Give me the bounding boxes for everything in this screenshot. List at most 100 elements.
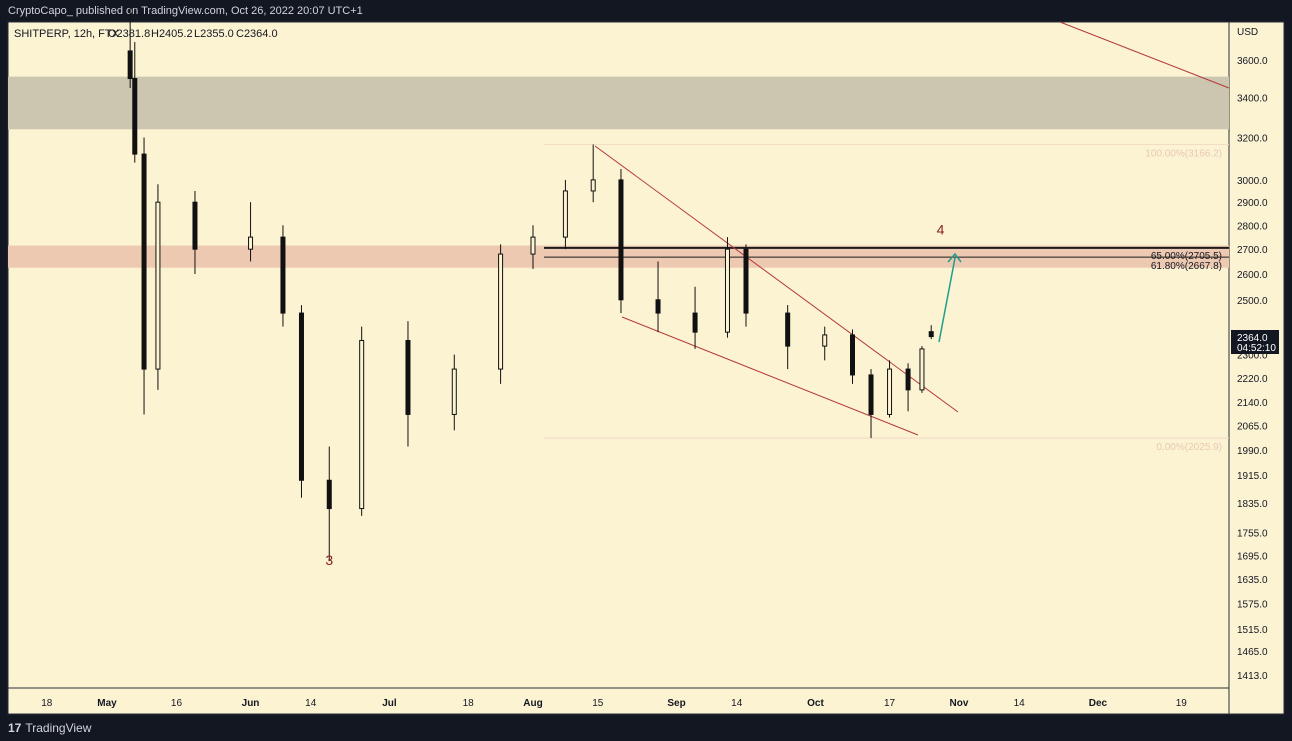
time-axis[interactable]: 18 May 16 Jun 14 Jul 18 Aug 15 Sep 14 Oct 17 Nov 14 Dec…: [41, 698, 1187, 709]
candle: [743, 244, 749, 327]
wave-label: 3: [325, 552, 333, 568]
projection-arrow-shaft: [938, 257, 956, 343]
candle: [405, 321, 411, 447]
candle: [326, 446, 332, 562]
price-tick-label: 3400.0: [1237, 94, 1268, 105]
time-tick-label: 18: [463, 698, 475, 709]
price-tick-label: 3200.0: [1237, 133, 1268, 144]
publish-text: CryptoCapo_ published on TradingView.com…: [8, 5, 363, 17]
fib-range-label: 0.00%(2025.9): [1156, 442, 1222, 453]
candle: [618, 169, 624, 314]
candle-body: [785, 312, 791, 347]
candles-layer: [127, 7, 934, 562]
time-tick-label: 14: [1014, 698, 1026, 709]
tradingview-logo-icon: 17: [8, 721, 22, 735]
price-tick-label: 1575.0: [1237, 600, 1268, 611]
candle: [562, 179, 568, 250]
time-tick-label: Aug: [523, 698, 542, 709]
upper-trendline[interactable]: [594, 145, 959, 413]
fib-level-label: 65.00%(2705.5): [1151, 251, 1222, 262]
candle: [530, 225, 536, 269]
time-tick-label: Jul: [382, 698, 397, 709]
last-price-marker: 2364.0 04:52:10: [1231, 330, 1279, 354]
countdown-label: 04:52:10: [1237, 343, 1276, 354]
price-tick-label: 3000.0: [1237, 176, 1268, 187]
price-axis[interactable]: 3600.0 3400.0 3200.0 3000.0 2900.0 2800.0 2700…: [1237, 56, 1268, 682]
price-tick-label: 2700.0: [1237, 245, 1268, 256]
candle: [359, 326, 365, 516]
candle-body: [868, 374, 874, 415]
trendlines-layer: [594, 21, 1230, 436]
candle-body: [280, 236, 286, 314]
time-tick-label: Jun: [242, 698, 260, 709]
candle-body: [692, 312, 698, 333]
candle: [498, 244, 504, 384]
time-tick-label: 14: [305, 698, 317, 709]
price-tick-label: 2800.0: [1237, 221, 1268, 232]
time-tick-label: 19: [1176, 698, 1188, 709]
time-tick-label: Dec: [1089, 698, 1108, 709]
top-right-trendline[interactable]: [1059, 21, 1230, 89]
candle-body: [919, 348, 925, 391]
projection-arrow: [938, 252, 962, 343]
candle-body: [498, 253, 504, 370]
price-tick-label: 1915.0: [1237, 471, 1268, 482]
candle: [155, 184, 161, 390]
publish-header: CryptoCapo_ published on TradingView.com…: [0, 0, 1292, 22]
candle-body: [655, 299, 661, 314]
time-tick-label: 14: [731, 698, 743, 709]
time-tick-label: 18: [41, 698, 53, 709]
time-tick-label: 15: [592, 698, 604, 709]
time-tick-label: 17: [884, 698, 896, 709]
price-tick-label: 2065.0: [1237, 421, 1268, 432]
time-tick-label: Oct: [807, 698, 824, 709]
price-tick-label: 2600.0: [1237, 270, 1268, 281]
candle: [248, 202, 254, 262]
candle-body: [248, 236, 254, 250]
footer-bar: 17 TradingView: [0, 715, 1292, 741]
tradingview-brand: TradingView: [25, 721, 92, 735]
lower-trendline[interactable]: [621, 316, 919, 436]
tradingview-logo[interactable]: 17 TradingView: [8, 715, 91, 741]
candle-body: [562, 190, 568, 238]
candle: [868, 369, 874, 439]
candle: [887, 360, 893, 418]
candle-body: [405, 339, 411, 415]
candle-body: [298, 312, 304, 481]
candle-body: [192, 201, 198, 250]
price-tick-label: 1515.0: [1237, 625, 1268, 636]
candle-body: [887, 368, 893, 415]
candle-body: [618, 179, 624, 301]
wave-labels-layer: 34: [325, 222, 944, 568]
candle: [451, 354, 457, 431]
price-tick-label: 1465.0: [1237, 647, 1268, 658]
candle-body: [743, 248, 749, 314]
price-tick-label: 1990.0: [1237, 446, 1268, 457]
candle-body: [850, 334, 855, 376]
candle: [850, 329, 855, 384]
candle: [919, 346, 925, 393]
price-tick-label: 1635.0: [1237, 575, 1268, 586]
candle-body: [530, 236, 536, 255]
candle-body: [451, 368, 457, 415]
candle: [132, 41, 138, 163]
price-tick-label: 1695.0: [1237, 551, 1268, 562]
legend-low: L2355.0: [194, 28, 234, 40]
price-tick-label: 2140.0: [1237, 398, 1268, 409]
candle: [905, 363, 911, 412]
candle: [822, 326, 828, 361]
candle: [724, 237, 730, 338]
price-tick-label: 1755.0: [1237, 528, 1268, 539]
candle-body: [359, 339, 365, 510]
candle: [655, 261, 661, 333]
candle: [928, 325, 934, 340]
candle-body: [590, 179, 596, 192]
candle-body: [928, 331, 934, 338]
legend-open: O2381.8: [108, 28, 150, 40]
candle: [785, 305, 791, 370]
fib-range-label: 100.00%(3166.2): [1145, 148, 1222, 159]
candle: [692, 286, 698, 349]
legend-high: H2405.2: [151, 28, 193, 40]
price-tick-label: 2900.0: [1237, 198, 1268, 209]
